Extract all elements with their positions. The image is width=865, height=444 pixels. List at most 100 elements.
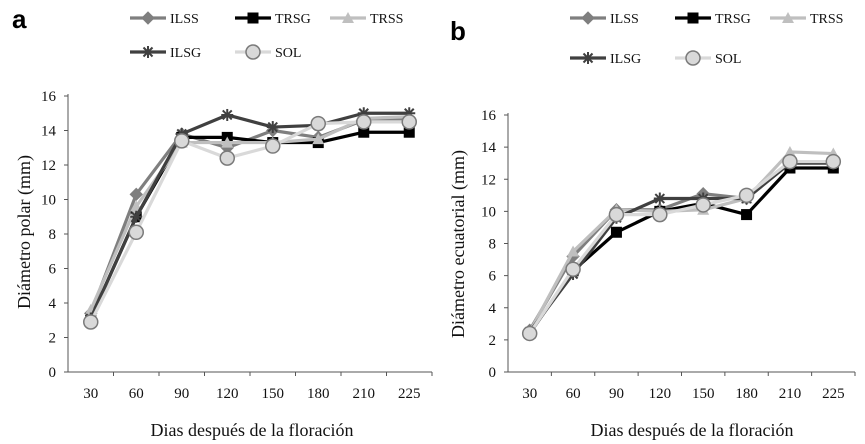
data-point-trsg: [403, 126, 415, 138]
series-line-sol: [528, 159, 834, 335]
y-axis-title-a: Diámetro polar (mm): [14, 155, 35, 309]
data-point-trss: [567, 245, 580, 257]
data-point-sol: [83, 314, 99, 330]
legend-item-trsg: TRSG: [675, 12, 751, 27]
data-point-trsg: [741, 209, 753, 221]
legend-item-ilss: ILSS: [570, 11, 639, 27]
legend-label: TRSS: [370, 12, 403, 27]
series-line-ilss: [528, 159, 834, 332]
panel-letter-a: a: [12, 4, 27, 34]
series-line-ilsg: [89, 111, 410, 320]
legend-b: ILSS TRSG TRSS ILSG SOL: [570, 11, 843, 67]
plot-area-b: 0 2 4 6 8 10 12 14 16 30 60 90 120 150 180 210 225: [481, 108, 856, 402]
y-tick-label: 8: [489, 237, 497, 253]
data-point-sol: [174, 133, 190, 149]
legend-item-ilss: ILSS: [130, 11, 199, 27]
x-tick-label: 150: [692, 386, 715, 402]
legend-label: ILSG: [610, 52, 641, 67]
legend-label: ILSS: [610, 12, 639, 27]
y-tick-label: 10: [481, 204, 496, 220]
y-tick-label: 16: [481, 108, 497, 124]
legend-marker-ilss: [581, 11, 595, 25]
data-point-ilsg: [130, 210, 143, 223]
data-point-sol: [782, 153, 798, 170]
x-tick-label: 60: [129, 386, 144, 402]
x-tick-label: 180: [735, 386, 758, 402]
chart-panel-b: b ILSS TRSG TRSS ILSG SOL 0 2 4 6 8 10 12 14 16 30 60 9…: [448, 11, 856, 440]
y-tick-label: 0: [49, 365, 57, 381]
data-point-trss: [221, 136, 234, 148]
data-point-ilsg: [221, 108, 234, 121]
legend-marker-trss: [782, 12, 794, 23]
series-sol: [521, 153, 842, 342]
legend-label: TRSS: [810, 12, 843, 27]
x-tick-label: 180: [307, 386, 330, 402]
y-tick-label: 8: [49, 227, 57, 243]
legend-label: ILSG: [170, 46, 201, 61]
data-point-sol: [401, 114, 417, 130]
x-tick-label: 90: [174, 386, 189, 402]
y-tick-label: 14: [41, 124, 57, 140]
legend-item-trsg: TRSG: [235, 12, 311, 27]
legend-label: SOL: [275, 46, 301, 61]
y-axis-title-b: Diámetro ecuatorial (mm): [448, 150, 469, 338]
y-tick-label: 10: [41, 193, 56, 209]
series-trss: [84, 110, 416, 315]
y-tick-label: 6: [489, 269, 497, 285]
data-point-sol: [608, 206, 625, 223]
legend-label: SOL: [715, 52, 741, 67]
data-point-sol: [356, 114, 372, 130]
data-point-trsg: [610, 226, 622, 238]
legend-item-ilsg: ILSG: [130, 46, 201, 61]
series-line-trss: [528, 150, 834, 333]
x-tick-label: 225: [822, 386, 845, 402]
legend-item-sol: SOL: [235, 44, 301, 61]
x-tick-label: 210: [779, 386, 802, 402]
x-tick-label: 30: [522, 386, 537, 402]
x-tick-label: 150: [262, 386, 285, 402]
series-sol: [83, 114, 417, 330]
legend-marker-ilss: [141, 11, 155, 25]
data-point-sol: [265, 138, 281, 154]
legend-marker-trss: [342, 12, 354, 23]
legend-marker-sol: [245, 44, 261, 60]
data-point-sol: [695, 197, 711, 213]
legend-marker-trsg: [687, 12, 699, 24]
legend-label: TRSG: [275, 12, 311, 27]
legend-marker-ilsg: [582, 52, 594, 64]
data-point-ilss: [129, 187, 143, 202]
chart-panel-a: a ILSS TRSG TRSS ILSG SOL 0 2 4 6 8 10 12 14 16 30 60 9…: [12, 4, 433, 440]
y-tick-label: 14: [481, 140, 497, 156]
data-point-sol: [738, 187, 755, 204]
data-point-sol: [565, 261, 581, 277]
legend-item-sol: SOL: [675, 50, 741, 67]
data-point-ilsg: [653, 192, 666, 205]
data-point-sol: [825, 153, 842, 170]
data-point-sol: [128, 224, 144, 241]
legend-label: TRSG: [715, 12, 751, 27]
x-tick-label: 210: [353, 386, 376, 402]
y-tick-label: 6: [49, 262, 57, 278]
legend-item-trss: TRSS: [330, 12, 403, 27]
legend-marker-sol: [685, 50, 701, 66]
x-tick-label: 120: [216, 386, 239, 402]
plot-area-a: 0 2 4 6 8 10 12 14 16 30 60 90 120 150 180 210 225: [41, 89, 433, 402]
x-tick-label: 30: [83, 386, 98, 402]
x-axis-title-a: Dias después de la floración: [151, 420, 354, 440]
y-tick-label: 2: [49, 331, 57, 347]
series-ilss: [522, 154, 841, 337]
data-point-trsg: [358, 126, 370, 138]
legend-marker-ilsg: [142, 46, 154, 58]
data-point-ilsg: [266, 121, 279, 134]
y-tick-label: 16: [41, 89, 57, 105]
legend-a: ILSS TRSG TRSS ILSG SOL: [130, 11, 403, 61]
data-point-sol: [219, 150, 235, 166]
x-tick-label: 120: [649, 386, 672, 402]
x-axis-title-b: Dias después de la floración: [591, 420, 794, 440]
y-tick-label: 4: [49, 296, 57, 312]
y-tick-label: 12: [41, 158, 56, 174]
legend-item-trss: TRSS: [770, 12, 843, 27]
series-trss: [523, 145, 840, 337]
data-point-sol: [521, 325, 538, 342]
